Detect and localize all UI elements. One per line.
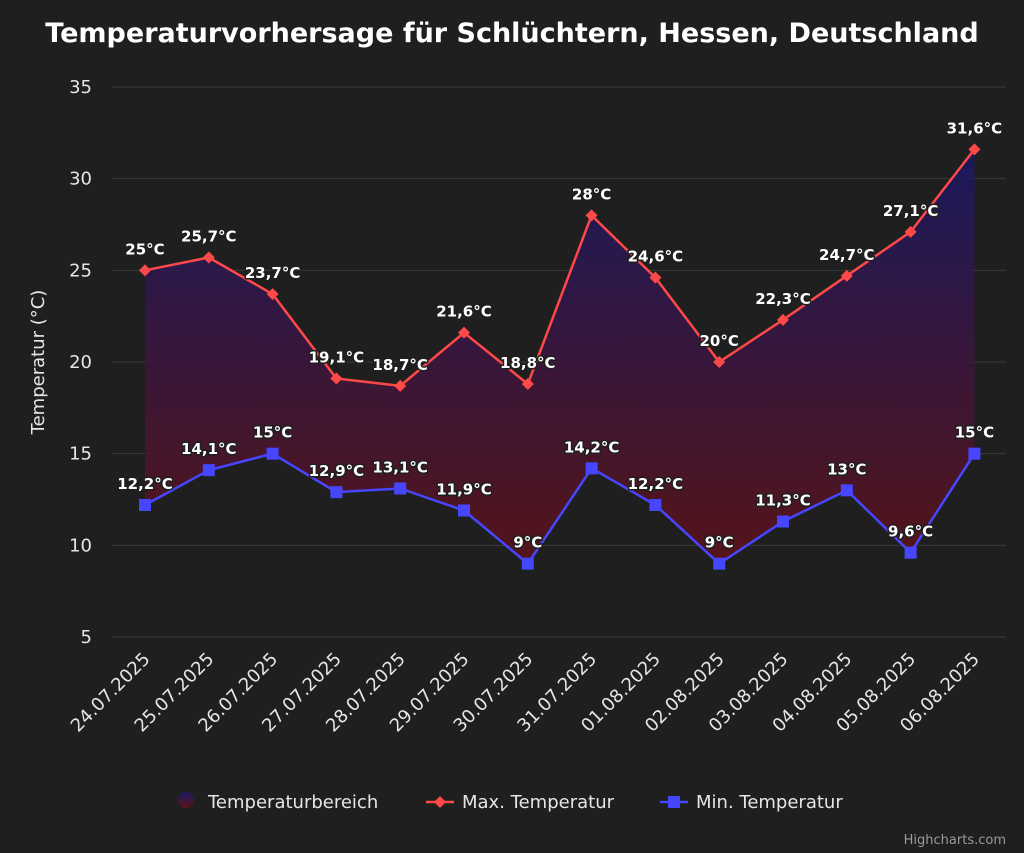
min-temperature-point[interactable] bbox=[840, 484, 853, 497]
y-tick-label: 35 bbox=[69, 77, 92, 98]
max-temperature-label: 27,1°C bbox=[883, 202, 939, 220]
min-temperature-point[interactable] bbox=[139, 499, 151, 511]
max-temperature-point[interactable] bbox=[968, 143, 981, 156]
min-temperature-label: 15°C bbox=[253, 424, 292, 442]
max-temperature-point[interactable] bbox=[330, 372, 343, 385]
min-temperature-label: 14,1°C bbox=[181, 440, 237, 458]
min-temperature-label: 12,2°C bbox=[117, 475, 173, 493]
min-temperature-point[interactable] bbox=[585, 462, 598, 475]
min-temperature-point[interactable] bbox=[458, 504, 470, 517]
min-temperature-label: 15°C bbox=[955, 424, 994, 442]
max-temperature-label: 20°C bbox=[700, 332, 739, 350]
y-tick-label: 30 bbox=[69, 169, 92, 190]
min-temperature-point[interactable] bbox=[330, 486, 343, 499]
chart-title: Temperaturvorhersage für Schlüchtern, He… bbox=[45, 18, 978, 49]
max-temperature-point[interactable] bbox=[649, 271, 662, 284]
y-tick-label: 25 bbox=[69, 260, 92, 281]
max-temperature-line bbox=[144, 148, 976, 388]
min-temperature-label: 12,2°C bbox=[628, 475, 684, 493]
min-temperature-point[interactable] bbox=[968, 447, 981, 460]
x-axis-ticks: 24.07.202525.07.202526.07.202527.07.2025… bbox=[67, 649, 984, 737]
legend-item-range[interactable]: Temperaturbereich bbox=[178, 792, 378, 813]
max-temperature-point[interactable] bbox=[904, 225, 917, 238]
max-temperature-label: 23,7°C bbox=[245, 264, 301, 282]
y-tick-label: 5 bbox=[81, 627, 92, 648]
max-temperature-point[interactable] bbox=[266, 288, 279, 301]
max-temperature-label: 19,1°C bbox=[309, 349, 365, 367]
max-temperature-label: 24,7°C bbox=[819, 246, 875, 264]
legend-label: Min. Temperatur bbox=[696, 792, 843, 813]
max-temperature-label: 22,3°C bbox=[755, 290, 811, 308]
min-temperature-label: 14,2°C bbox=[564, 438, 620, 456]
min-temperature-label: 9,6°C bbox=[888, 523, 933, 541]
max-temperature-point[interactable] bbox=[777, 313, 789, 326]
max-temperature-point[interactable] bbox=[139, 264, 151, 277]
legend-symbol-square bbox=[668, 796, 680, 808]
min-temperature-label: 11,9°C bbox=[436, 481, 492, 499]
range-area bbox=[145, 149, 975, 564]
y-tick-label: 20 bbox=[69, 352, 92, 373]
y-tick-label: 15 bbox=[69, 444, 92, 465]
min-temperature-point[interactable] bbox=[904, 546, 917, 559]
max-temperature-point[interactable] bbox=[521, 378, 534, 390]
min-temperature-label: 12,9°C bbox=[309, 462, 365, 480]
max-temperature-point[interactable] bbox=[458, 326, 470, 339]
min-temperature-point[interactable] bbox=[202, 464, 215, 477]
max-temperature-label: 21,6°C bbox=[436, 303, 492, 321]
max-temperature-label: 31,6°C bbox=[947, 119, 1003, 137]
data-labels: 25°C 25,7°C 23,7°C 19,1°C 18,7°C 21,6°C 18,8°C… bbox=[116, 118, 1004, 553]
legend-label: Temperaturbereich bbox=[207, 792, 378, 813]
min-temperature-label: 11,3°C bbox=[755, 492, 811, 510]
max-temperature-point[interactable] bbox=[713, 356, 726, 368]
temperature-range-area bbox=[145, 149, 975, 564]
min-temperature-line bbox=[144, 452, 976, 565]
legend-symbol-diamond bbox=[434, 796, 446, 808]
series-lines bbox=[144, 148, 976, 565]
min-temperature-point[interactable] bbox=[649, 499, 662, 511]
min-temperature-label: 9°C bbox=[705, 534, 734, 552]
max-temperature-label: 28°C bbox=[572, 185, 611, 203]
min-temperature-label: 13°C bbox=[827, 460, 866, 478]
max-temperature-point[interactable] bbox=[840, 269, 853, 282]
min-temperature-label: 9°C bbox=[513, 534, 542, 552]
max-temperature-point[interactable] bbox=[585, 209, 598, 222]
min-temperature-point[interactable] bbox=[521, 557, 534, 570]
legend[interactable]: Temperaturbereich Max. Temperatur Min. Tem… bbox=[178, 792, 843, 813]
legend-symbol-range bbox=[178, 792, 194, 808]
min-temperature-label: 13,1°C bbox=[372, 459, 428, 477]
legend-item-min[interactable]: Min. Temperatur bbox=[660, 792, 843, 813]
max-temperature-label: 18,8°C bbox=[500, 354, 556, 372]
legend-item-max[interactable]: Max. Temperatur bbox=[426, 792, 615, 813]
credits-link[interactable]: Highcharts.com bbox=[904, 833, 1006, 848]
max-temperature-label: 25°C bbox=[125, 240, 164, 258]
max-temperature-label: 18,7°C bbox=[372, 356, 428, 374]
series-markers[interactable] bbox=[139, 143, 981, 570]
y-tick-label: 10 bbox=[69, 535, 92, 556]
max-temperature-label: 25,7°C bbox=[181, 228, 237, 246]
y-axis-ticks: 5 10 15 20 25 30 35 bbox=[69, 77, 92, 648]
max-temperature-label: 24,6°C bbox=[628, 248, 684, 266]
y-axis-title: Temperatur (°C) bbox=[28, 290, 49, 436]
max-temperature-point[interactable] bbox=[394, 379, 407, 392]
min-temperature-point[interactable] bbox=[777, 515, 789, 528]
max-temperature-point[interactable] bbox=[202, 251, 215, 264]
min-temperature-point[interactable] bbox=[266, 447, 279, 460]
min-temperature-point[interactable] bbox=[713, 557, 726, 570]
legend-label: Max. Temperatur bbox=[462, 792, 615, 813]
min-temperature-point[interactable] bbox=[394, 482, 407, 495]
